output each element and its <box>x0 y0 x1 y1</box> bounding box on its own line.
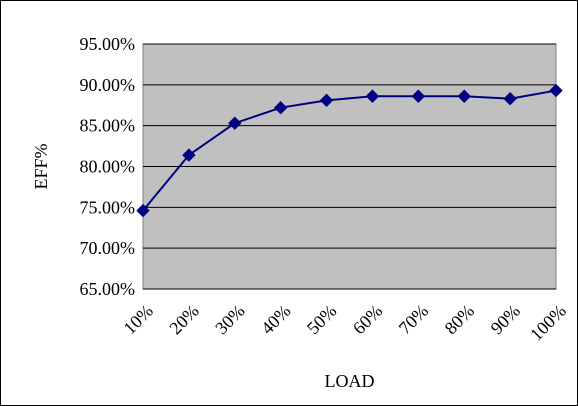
x-axis-tick-labels: 10% 20% 30% 40% 50% 60% 70% 80% 90% 100% <box>119 301 569 345</box>
y-tick-label: 95.00% <box>80 34 136 54</box>
x-tick-label: 100% <box>526 301 570 345</box>
x-axis-title: LOAD <box>325 371 375 391</box>
x-tick-label: 20% <box>165 301 202 338</box>
x-tick-label: 50% <box>303 301 340 338</box>
y-tick-label: 85.00% <box>80 116 136 136</box>
y-tick-label: 65.00% <box>80 279 136 299</box>
y-tick-label: 75.00% <box>80 197 136 217</box>
y-tick-label: 70.00% <box>80 238 136 258</box>
x-tick-label: 10% <box>119 301 156 338</box>
x-tick-label: 30% <box>211 301 248 338</box>
y-axis-tick-labels: 65.00% 70.00% 75.00% 80.00% 85.00% 90.00% 95.0… <box>80 34 136 299</box>
x-tick-label: 80% <box>441 301 478 338</box>
x-tick-label: 90% <box>487 301 524 338</box>
x-tick-label: 60% <box>349 301 386 338</box>
y-axis-title: EFF% <box>31 143 51 189</box>
x-tick-label: 70% <box>395 301 432 338</box>
x-tick-label: 40% <box>257 301 294 338</box>
y-tick-label: 90.00% <box>80 75 136 95</box>
y-tick-label: 80.00% <box>80 157 136 177</box>
